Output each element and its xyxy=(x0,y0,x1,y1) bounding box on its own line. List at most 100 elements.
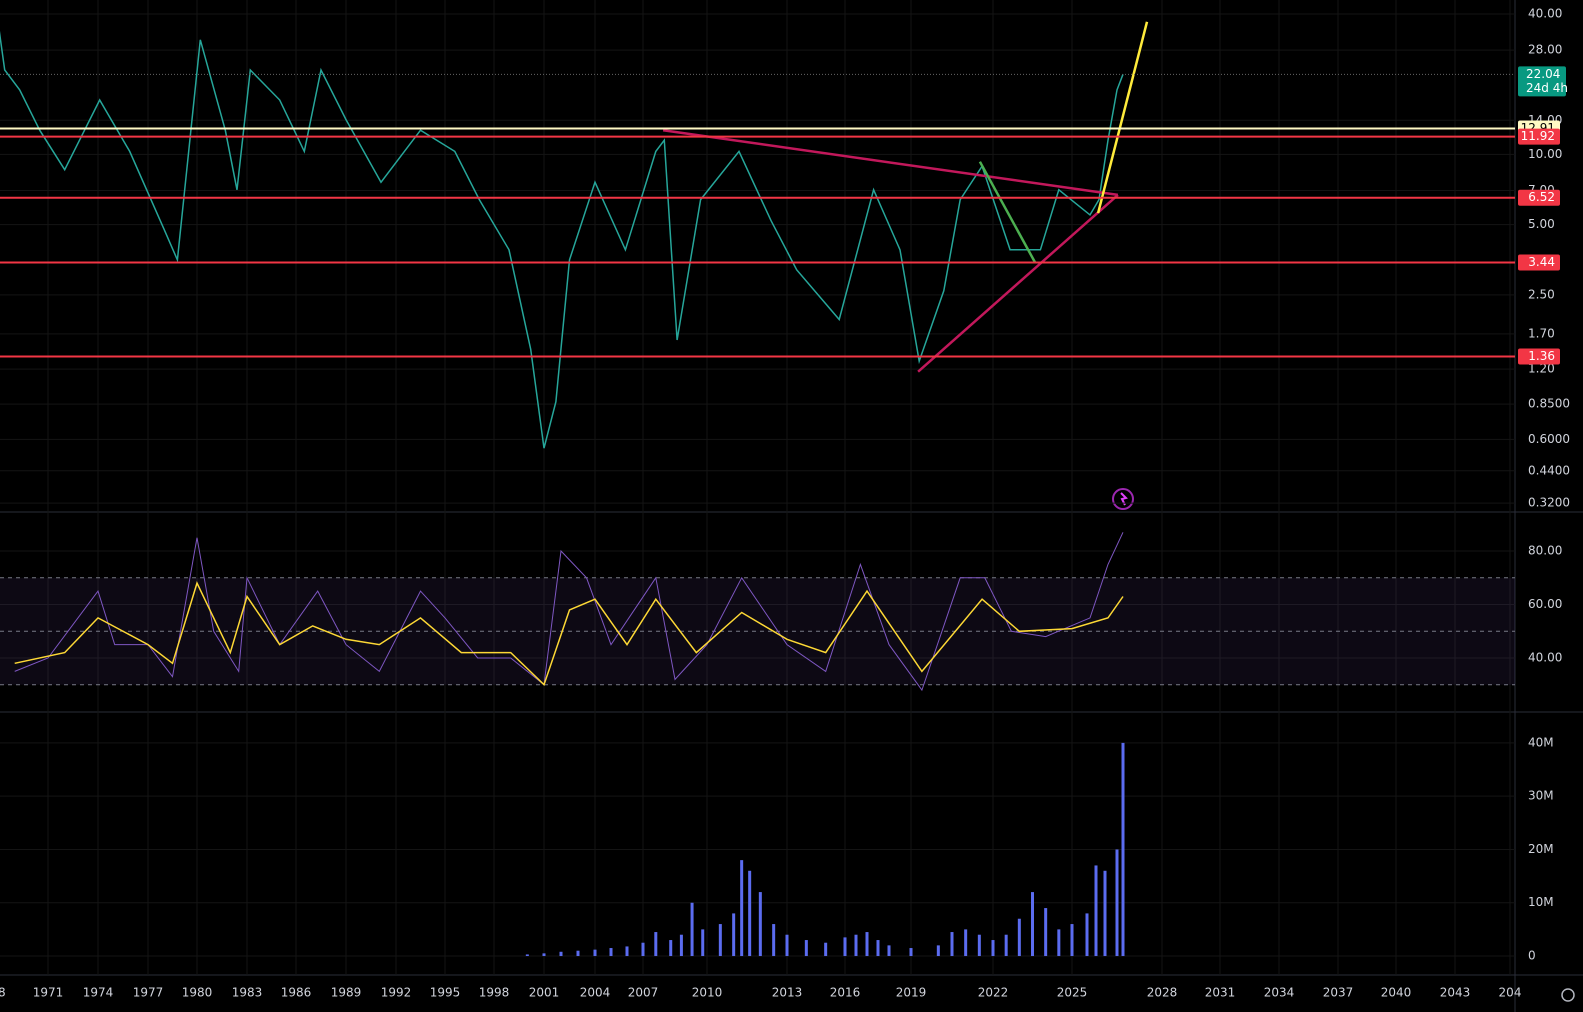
volume-bar xyxy=(824,942,828,957)
y-tick-label: 30M xyxy=(1528,789,1554,803)
rsi-line xyxy=(14,532,1124,692)
x-tick-label: 2007 xyxy=(628,986,659,1000)
volume-bar xyxy=(525,954,529,957)
rsi-band-fill xyxy=(0,577,1515,685)
x-tick-label: 2004 xyxy=(580,986,611,1000)
x-tick-label: 1971 xyxy=(33,986,64,1000)
y-tick-label: 10.00 xyxy=(1528,147,1562,161)
y-tick-label: 0.6000 xyxy=(1528,432,1570,446)
last-price-label: 22.04 xyxy=(1526,67,1560,81)
x-tick-label: 2013 xyxy=(772,986,803,1000)
volume-bar xyxy=(1103,870,1107,957)
x-tick-label: 1977 xyxy=(133,986,164,1000)
volume-bar xyxy=(785,934,789,957)
volume-bar xyxy=(669,940,673,957)
x-tick-label: 1992 xyxy=(381,986,412,1000)
volume-bar xyxy=(732,913,736,957)
volume-bar xyxy=(641,942,645,957)
volume-bar xyxy=(1057,929,1061,957)
volume-bar xyxy=(772,924,776,957)
x-tick-label: 1998 xyxy=(479,986,510,1000)
x-tick-label: 1989 xyxy=(331,986,362,1000)
volume-bar xyxy=(1094,865,1098,957)
volume-bar xyxy=(1070,924,1074,957)
icon-bolt xyxy=(1120,492,1128,506)
x-tick-label: 1980 xyxy=(182,986,213,1000)
volume-bar xyxy=(1004,934,1008,957)
level-label-bg xyxy=(1518,189,1560,206)
volume-bar xyxy=(748,870,752,957)
y-tick-label: 1.20 xyxy=(1528,362,1555,376)
y-tick-label: 40.00 xyxy=(1528,6,1562,20)
y-tick-label: 80.00 xyxy=(1528,544,1562,558)
volume-bar xyxy=(887,945,891,957)
x-tick-label: 2010 xyxy=(692,986,723,1000)
volume-bar xyxy=(576,950,580,957)
x-tick-label: 2031 xyxy=(1205,986,1236,1000)
volume-bar xyxy=(977,934,981,957)
volume-bar xyxy=(758,892,762,957)
volume-bar xyxy=(1044,908,1048,957)
volume-bar xyxy=(936,945,940,957)
x-tick-label: 2016 xyxy=(830,986,861,1000)
volume-bar xyxy=(865,932,869,957)
volume-bar xyxy=(1017,918,1021,957)
x-tick-label: 2025 xyxy=(1057,986,1088,1000)
y-tick-label: 28.00 xyxy=(1528,43,1562,57)
y-tick-label: 20M xyxy=(1528,842,1554,856)
x-tick-label: 2043 xyxy=(1440,986,1471,1000)
volume-bar xyxy=(1121,742,1125,957)
x-tick-label: 1986 xyxy=(281,986,312,1000)
level-label: 3.44 xyxy=(1528,255,1555,269)
y-tick-label: 0.3200 xyxy=(1528,496,1570,510)
level-label: 11.92 xyxy=(1521,129,1555,143)
volume-bar xyxy=(593,949,597,957)
x-tick-label: 68 xyxy=(0,986,6,1000)
volume-bar xyxy=(679,934,683,957)
grid xyxy=(0,0,1515,975)
volume-bar xyxy=(909,948,913,957)
settings-icon[interactable] xyxy=(1561,988,1575,1002)
rsi-line xyxy=(14,581,1124,687)
last-price-bg xyxy=(1518,66,1566,97)
y-tick-label: 40M xyxy=(1528,735,1554,749)
countdown-label: 24d 4h xyxy=(1526,81,1568,95)
volume-bar xyxy=(609,948,613,957)
x-tick-label: 1995 xyxy=(430,986,461,1000)
volume-bar xyxy=(1115,849,1119,957)
alert-icon[interactable] xyxy=(1112,488,1134,510)
y-tick-label: 60.00 xyxy=(1528,597,1562,611)
volume-bar xyxy=(701,929,705,957)
x-tick-label: 2037 xyxy=(1323,986,1354,1000)
y-tick-label: 0.4400 xyxy=(1528,463,1570,477)
icon-gear xyxy=(1561,988,1575,1002)
x-tick-label: 1983 xyxy=(232,986,263,1000)
volume-bar xyxy=(964,929,968,957)
x-tick-label: 1974 xyxy=(83,986,114,1000)
volume-bar xyxy=(843,937,847,957)
volume-bar xyxy=(718,924,722,957)
volume-bar xyxy=(854,934,858,957)
price-line xyxy=(0,30,1124,449)
volume-bar xyxy=(1031,892,1034,957)
volume-bar xyxy=(740,860,744,957)
volume-bar xyxy=(690,902,694,957)
level-label: 1.36 xyxy=(1528,349,1555,363)
volume-bar xyxy=(950,932,954,957)
y-tick-label: 1.70 xyxy=(1528,326,1555,340)
volume-bar xyxy=(991,940,995,957)
icon-ring xyxy=(1112,488,1134,510)
level-label: 6.52 xyxy=(1528,190,1555,204)
level-label-bg xyxy=(1518,254,1560,271)
volume-bar xyxy=(542,953,546,957)
x-tick-label: 2019 xyxy=(896,986,927,1000)
x-tick-label: 2022 xyxy=(978,986,1009,1000)
trendline xyxy=(662,128,1119,197)
y-tick-label: 40.00 xyxy=(1528,650,1562,664)
trendline xyxy=(1096,21,1149,214)
volume-bar xyxy=(654,932,658,957)
y-tick-label: 0 xyxy=(1528,949,1536,963)
x-tick-label: 2034 xyxy=(1264,986,1295,1000)
